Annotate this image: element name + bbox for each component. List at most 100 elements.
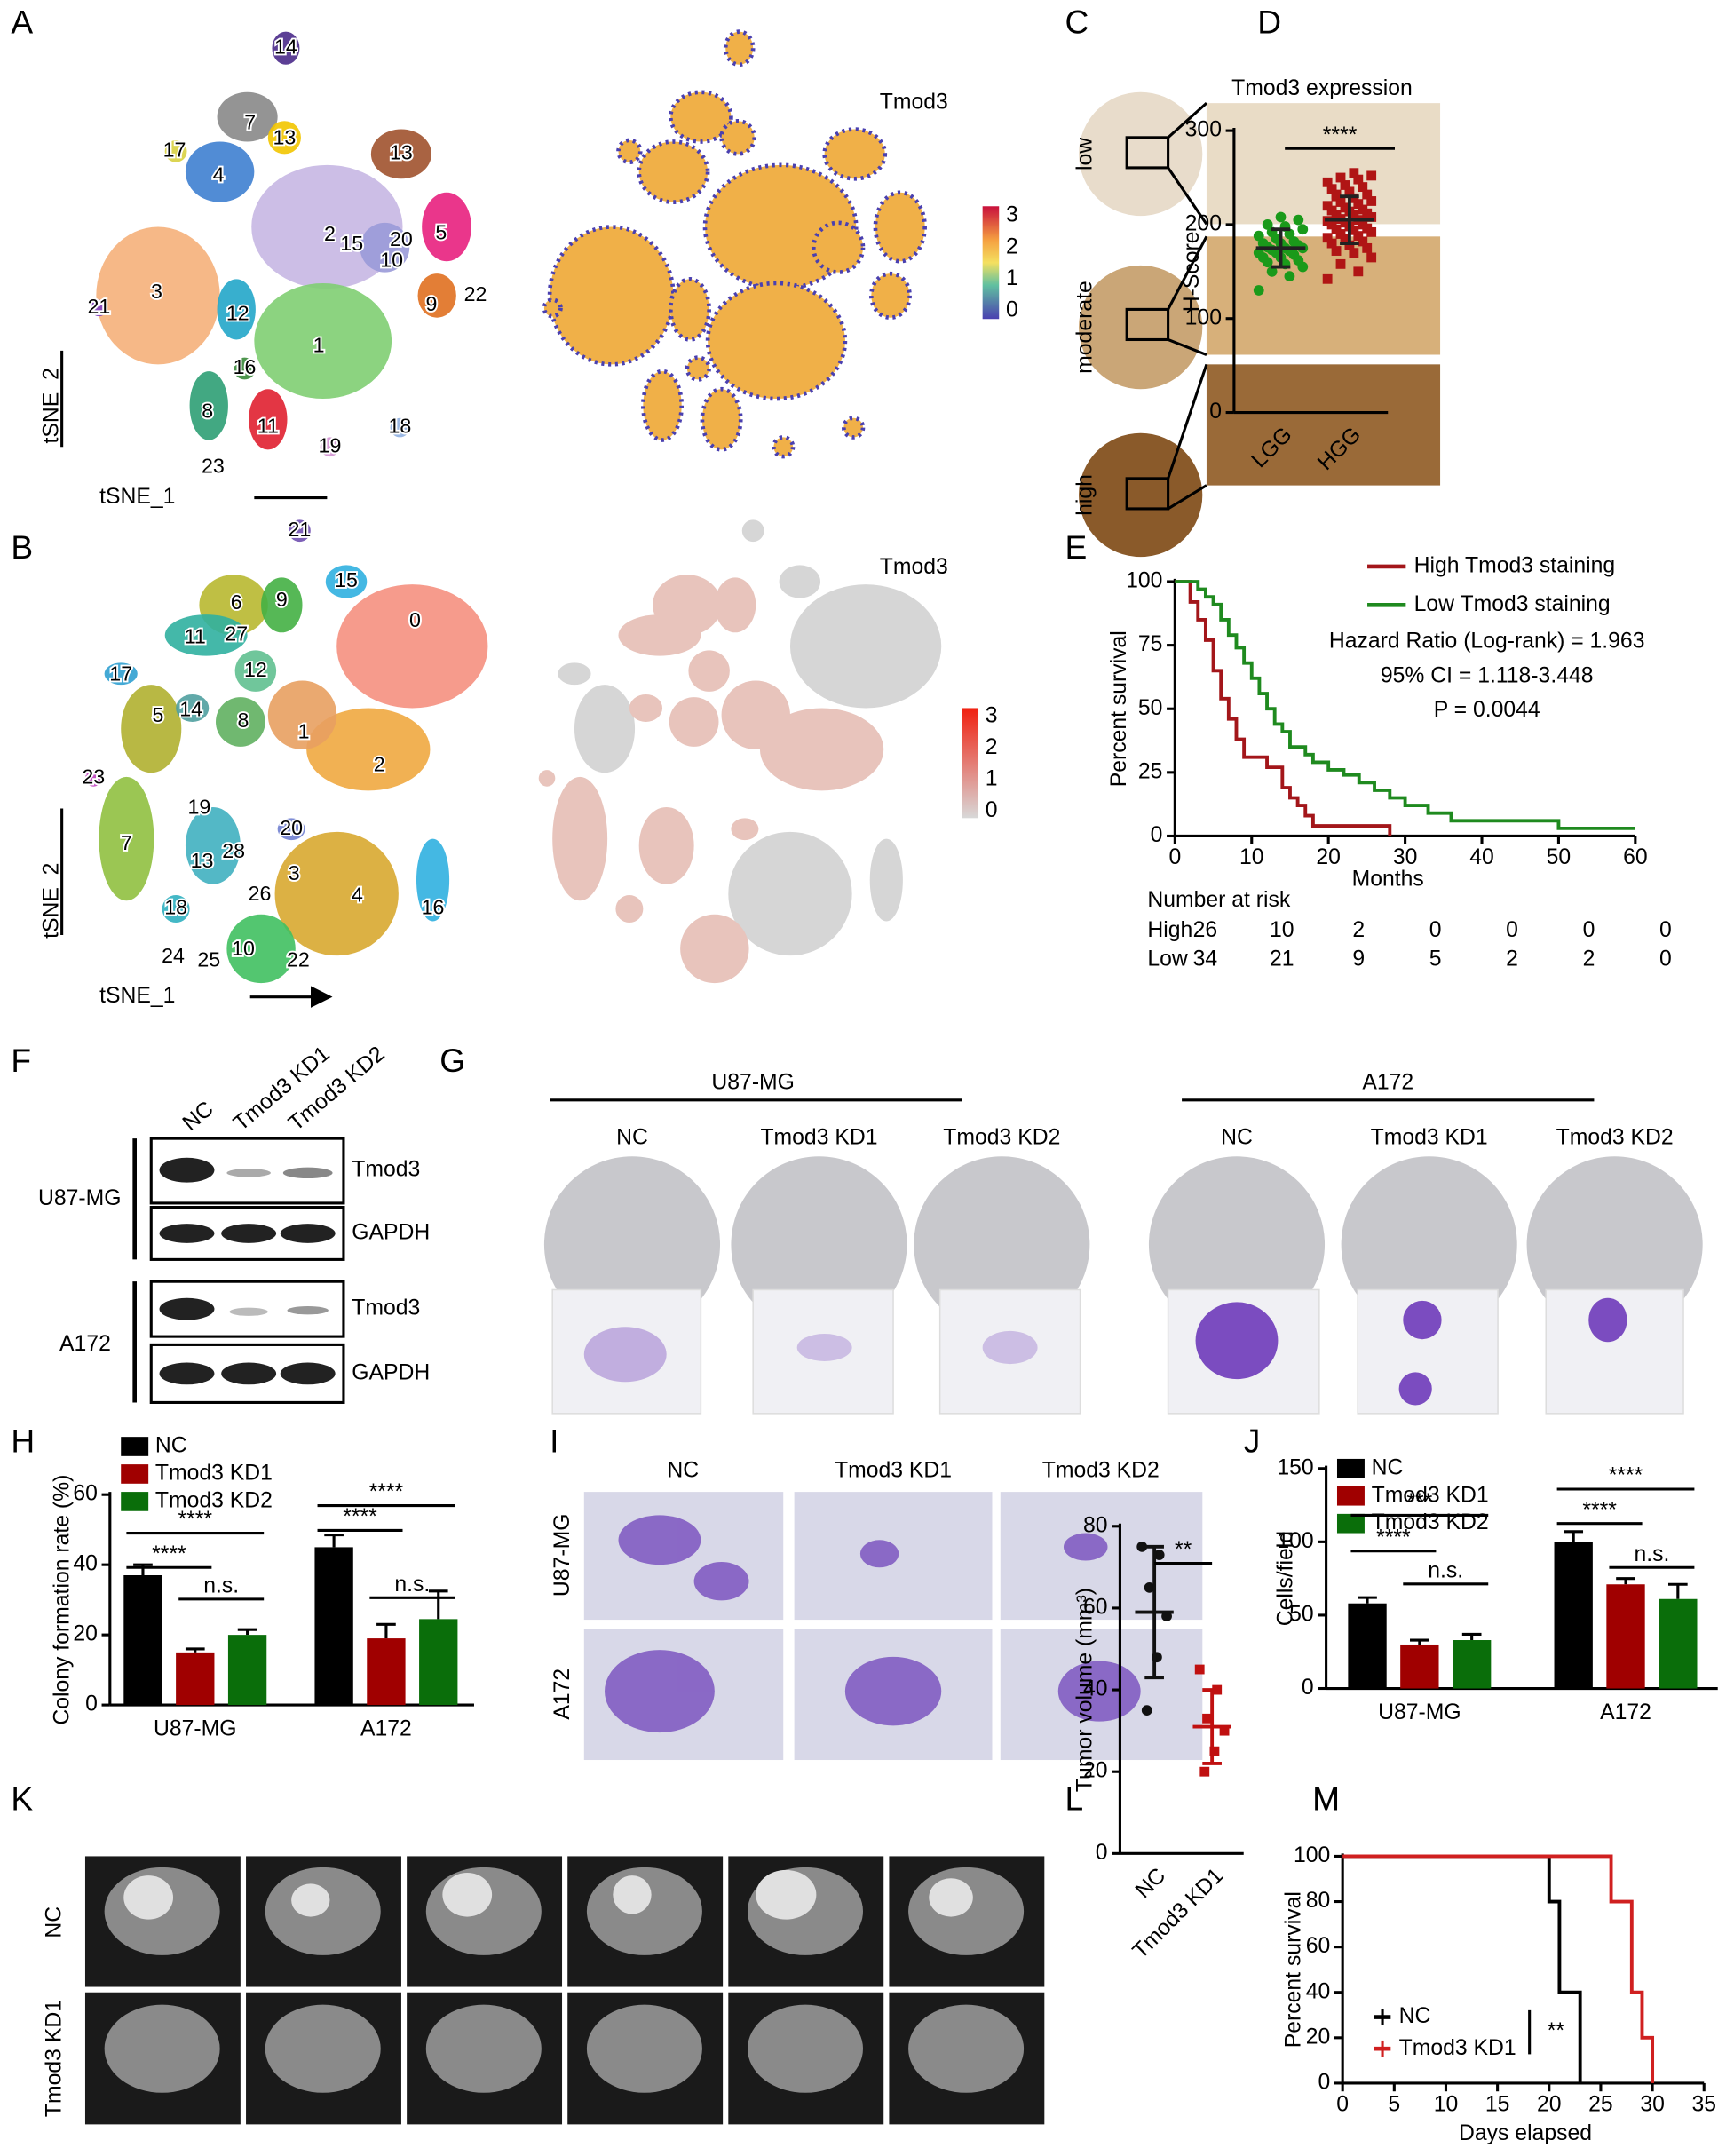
cluster-label: 26 [249,882,272,905]
risk-value: 0 [1659,947,1672,971]
cluster-label: 15 [340,232,363,255]
y-tick-label: 60 [1083,1595,1108,1619]
cluster [176,694,210,722]
y-axis-label: Cells/field [1273,1531,1297,1626]
data-point [1362,189,1373,200]
data-point [1219,1725,1230,1736]
cluster-label: 11 [257,415,279,438]
bar [1554,1542,1593,1689]
legend-swatch [121,1492,149,1511]
survival-curve [1175,580,1392,836]
y-tick-label: 300 [1185,118,1222,142]
feature-cluster [714,577,756,633]
annotation: 95% CI = 1.118-3.448 [1381,663,1594,687]
legend-swatch [121,1437,149,1456]
risk-value: 0 [1583,918,1595,942]
cluster-label: 16 [422,896,445,919]
data-point [1322,201,1333,211]
colorbar-label: 3 [1006,203,1018,227]
level-label: low [1073,138,1097,170]
condition-label: NC [42,1906,66,1938]
cell-line-label: U87-MG [38,1186,121,1210]
cluster [261,577,303,633]
cluster [360,222,410,273]
legend-label: NC [155,1434,187,1458]
x-tick-label: 0 [1336,2092,1349,2116]
colorbar-label: 2 [986,735,998,759]
feature-cluster [731,818,759,841]
cluster [216,697,265,747]
cluster [234,357,256,380]
data-point [1275,211,1287,223]
cluster-label: 22 [287,948,310,971]
cluster-label: 13 [273,126,296,149]
axis-label: tSNE_1 [99,984,175,1008]
significance-label: **** [1376,1526,1411,1550]
bar [227,1635,267,1706]
level-label: moderate [1073,281,1097,374]
condition-label: Tmod3 KD2 [943,1126,1060,1150]
risk-table-title: Number at risk [1147,888,1290,912]
cluster-label: 16 [234,355,257,378]
cluster-label: 14 [274,35,297,58]
feature-title: Tmod3 [880,91,948,115]
cell-line-label: U87-MG [550,1514,574,1597]
data-point [1136,1541,1148,1552]
cluster [217,279,256,340]
cluster [267,680,337,749]
feature-cluster [779,565,821,598]
data-point [1144,1582,1155,1593]
feature-cluster [719,118,757,156]
cluster-label: 6 [231,591,242,614]
data-point [1331,189,1342,200]
legend-swatch [1336,1513,1365,1534]
y-tick-label: 25 [1138,759,1163,783]
feature-cluster [547,225,676,367]
feature-cluster [723,29,756,67]
cluster [272,31,300,65]
risk-row-label: Low [1147,947,1188,971]
band-label: Tmod3 [352,1157,420,1181]
data-point [1353,266,1364,277]
feature-cluster [772,435,796,459]
y-tick-label: 150 [1277,1455,1313,1479]
legend-label: Tmod3 KD2 [155,1488,273,1512]
cluster-label: 17 [163,138,186,161]
y-tick-label: 20 [1083,1759,1108,1783]
data-point [1340,180,1350,190]
data-point [1335,258,1346,269]
cluster [417,273,456,318]
feature-cluster [721,680,790,749]
x-tick-label: 0 [1168,845,1181,869]
error-bar [1616,1577,1635,1585]
risk-value: 2 [1352,918,1365,942]
bar [1452,1640,1492,1689]
sd-bar [1202,1688,1222,1765]
cluster [274,831,399,956]
y-tick-label: 100 [1185,305,1222,329]
bar [367,1638,406,1706]
y-tick-label: 50 [1289,1602,1314,1626]
y-tick-label: 20 [1306,2025,1331,2049]
data-point [1366,252,1377,263]
data-point [1335,172,1346,183]
feature-cluster [669,697,719,747]
feature-cluster [868,271,912,321]
cluster-label: 12 [244,658,267,681]
y-tick-label: 50 [1138,696,1163,720]
error-bar [237,1628,257,1636]
y-tick-label: 60 [73,1482,98,1506]
data-point [1266,266,1278,277]
y-axis-label: Percent survival [1282,1891,1306,2048]
y-axis-label: H-Score [1180,231,1204,312]
feature-cluster [759,708,884,791]
cluster [96,226,220,365]
significance-label: **** [369,1480,404,1504]
cluster [277,818,305,841]
level-label: high [1073,474,1097,516]
legend-label: NC [1399,2004,1431,2028]
legend-swatch [1336,1486,1365,1506]
error-bar [324,1534,344,1548]
bar [314,1547,353,1706]
condition-label: NC [616,1126,648,1150]
